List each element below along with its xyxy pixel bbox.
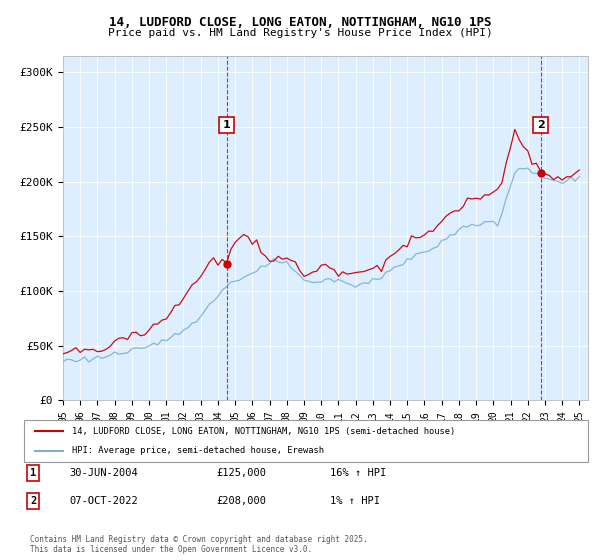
Text: 2: 2 [537,120,545,130]
Text: 14, LUDFORD CLOSE, LONG EATON, NOTTINGHAM, NG10 1PS (semi-detached house): 14, LUDFORD CLOSE, LONG EATON, NOTTINGHA… [72,427,455,436]
Text: 1% ↑ HPI: 1% ↑ HPI [330,496,380,506]
Text: £125,000: £125,000 [216,468,266,478]
Text: Contains HM Land Registry data © Crown copyright and database right 2025.
This d: Contains HM Land Registry data © Crown c… [30,535,368,554]
Text: Price paid vs. HM Land Registry's House Price Index (HPI): Price paid vs. HM Land Registry's House … [107,28,493,38]
Text: 1: 1 [223,120,230,130]
Text: 14, LUDFORD CLOSE, LONG EATON, NOTTINGHAM, NG10 1PS: 14, LUDFORD CLOSE, LONG EATON, NOTTINGHA… [109,16,491,29]
Text: 16% ↑ HPI: 16% ↑ HPI [330,468,386,478]
Text: 1: 1 [30,468,36,478]
Text: 2: 2 [30,496,36,506]
Text: HPI: Average price, semi-detached house, Erewash: HPI: Average price, semi-detached house,… [72,446,324,455]
Text: 07-OCT-2022: 07-OCT-2022 [69,496,138,506]
Text: £208,000: £208,000 [216,496,266,506]
Text: 30-JUN-2004: 30-JUN-2004 [69,468,138,478]
